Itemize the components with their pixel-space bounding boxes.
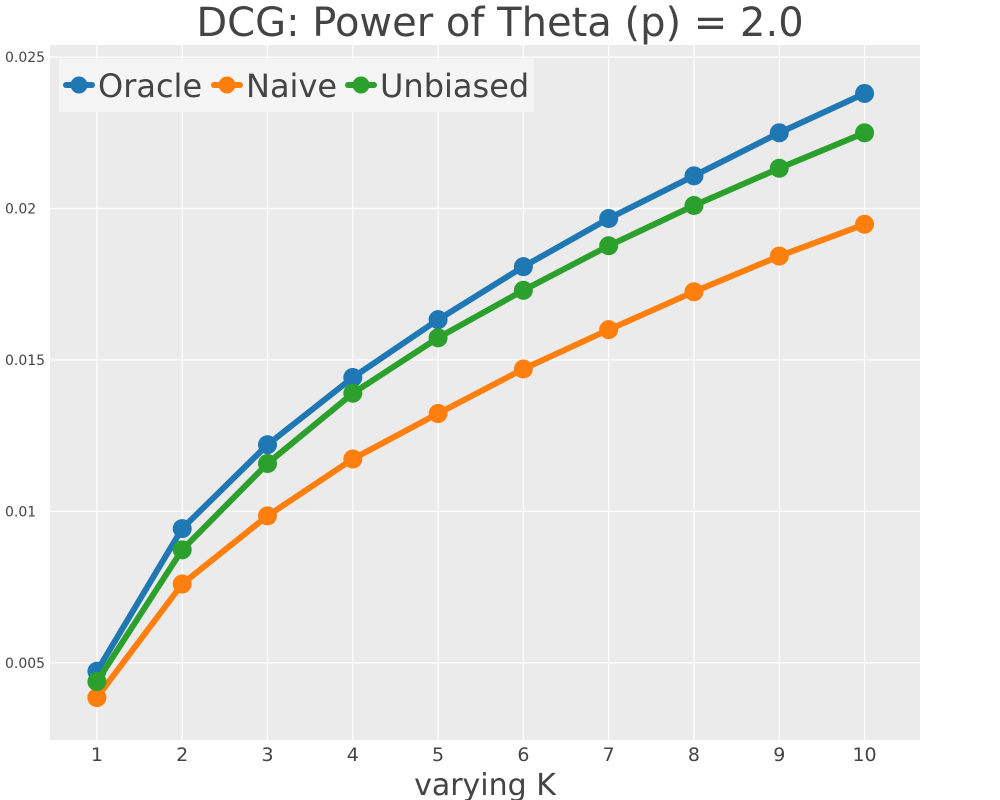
x-axis-title: varying K xyxy=(414,768,557,800)
data-point-naive[interactable] xyxy=(769,246,789,266)
data-point-unbiased[interactable] xyxy=(343,383,363,403)
legend[interactable]: Oracle Naive Unbiased xyxy=(59,59,534,112)
data-point-oracle[interactable] xyxy=(343,368,363,388)
legend-item-naive[interactable]: Naive xyxy=(211,67,337,105)
y-tick-label: 0.01 xyxy=(5,504,36,520)
data-point-unbiased[interactable] xyxy=(513,280,533,300)
gridlines xyxy=(50,45,920,740)
data-point-unbiased[interactable] xyxy=(428,328,448,348)
x-tick-label: 10 xyxy=(852,744,876,766)
data-point-naive[interactable] xyxy=(87,688,107,708)
data-point-naive[interactable] xyxy=(172,574,192,594)
legend-swatch-marker xyxy=(352,76,370,94)
legend-box xyxy=(59,59,534,112)
x-tick-label: 8 xyxy=(688,744,700,766)
data-point-naive[interactable] xyxy=(428,404,448,424)
series-unbiased xyxy=(87,123,875,692)
y-tick-label: 0.02 xyxy=(5,202,36,218)
data-point-oracle[interactable] xyxy=(769,123,789,143)
series-naive xyxy=(87,214,875,708)
data-point-naive[interactable] xyxy=(513,359,533,379)
data-point-unbiased[interactable] xyxy=(684,196,704,216)
data-point-oracle[interactable] xyxy=(513,257,533,277)
y-tick-label: 0.005 xyxy=(5,656,45,672)
data-point-oracle[interactable] xyxy=(428,310,448,330)
x-tick-label: 3 xyxy=(261,744,273,766)
x-tick-label: 6 xyxy=(517,744,529,766)
x-tick-label: 5 xyxy=(432,744,444,766)
data-point-unbiased[interactable] xyxy=(855,123,875,143)
data-point-oracle[interactable] xyxy=(684,166,704,186)
x-tick-label: 1 xyxy=(91,744,103,766)
plot-area xyxy=(50,45,920,740)
y-tick-label: 0.025 xyxy=(5,50,45,66)
x-tick-label: 7 xyxy=(603,744,615,766)
x-tick-label: 2 xyxy=(176,744,188,766)
chart-title: DCG: Power of Theta (p) = 2.0 xyxy=(196,0,803,46)
legend-item-unbiased[interactable]: Unbiased xyxy=(345,67,529,105)
data-point-unbiased[interactable] xyxy=(258,454,277,474)
y-axis-ticks: 0.005 0.01 0.015 0.02 0.025 xyxy=(5,50,45,672)
data-point-oracle[interactable] xyxy=(258,435,277,455)
data-point-oracle[interactable] xyxy=(599,209,619,229)
data-point-oracle[interactable] xyxy=(855,83,875,103)
data-point-naive[interactable] xyxy=(684,282,704,302)
data-point-unbiased[interactable] xyxy=(769,158,789,178)
series-line-naive xyxy=(93,221,868,701)
legend-label: Oracle xyxy=(98,67,202,105)
data-point-oracle[interactable] xyxy=(172,519,192,539)
x-axis-ticks: 1 2 3 4 5 6 7 8 9 10 xyxy=(91,744,877,766)
legend-swatch-marker xyxy=(70,76,88,94)
data-point-naive[interactable] xyxy=(258,506,277,526)
data-point-unbiased[interactable] xyxy=(599,236,619,256)
legend-item-oracle[interactable]: Oracle xyxy=(63,67,202,105)
series-line-oracle xyxy=(93,90,868,675)
legend-label: Naive xyxy=(246,67,337,105)
x-tick-label: 4 xyxy=(347,744,359,766)
data-point-unbiased[interactable] xyxy=(87,672,107,692)
y-tick-label: 0.015 xyxy=(5,353,45,369)
legend-label: Unbiased xyxy=(380,67,529,105)
series-lines xyxy=(87,83,875,708)
legend-swatch-marker xyxy=(218,76,236,94)
data-point-naive[interactable] xyxy=(343,449,363,469)
data-point-unbiased[interactable] xyxy=(172,540,192,560)
data-point-naive[interactable] xyxy=(599,320,619,340)
data-point-naive[interactable] xyxy=(855,214,875,234)
x-tick-label: 9 xyxy=(773,744,785,766)
series-line-unbiased xyxy=(93,129,868,685)
